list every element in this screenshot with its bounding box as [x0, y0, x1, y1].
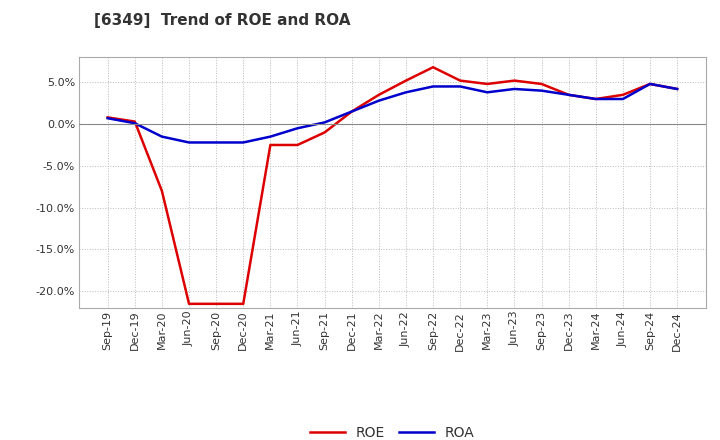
- ROA: [212, 140, 220, 145]
- ROE: [212, 301, 220, 306]
- ROA: [266, 134, 275, 139]
- ROE: [618, 92, 627, 97]
- ROA: [456, 84, 464, 89]
- ROA: [672, 86, 681, 92]
- ROA: [185, 140, 194, 145]
- Text: [6349]  Trend of ROE and ROA: [6349] Trend of ROE and ROA: [94, 13, 350, 28]
- ROA: [646, 81, 654, 87]
- ROA: [510, 86, 518, 92]
- ROA: [564, 92, 573, 97]
- ROE: [428, 65, 437, 70]
- ROE: [239, 301, 248, 306]
- Line: ROA: ROA: [108, 84, 677, 143]
- Legend: ROE, ROA: ROE, ROA: [305, 420, 480, 440]
- ROA: [348, 109, 356, 114]
- ROE: [591, 96, 600, 102]
- ROE: [348, 109, 356, 114]
- ROE: [402, 78, 410, 83]
- ROE: [537, 81, 546, 87]
- ROA: [374, 98, 383, 103]
- ROA: [130, 121, 139, 126]
- ROE: [564, 92, 573, 97]
- ROE: [266, 142, 275, 147]
- ROA: [402, 90, 410, 95]
- ROA: [618, 96, 627, 102]
- ROE: [320, 130, 329, 135]
- ROE: [483, 81, 492, 87]
- ROA: [537, 88, 546, 93]
- ROE: [374, 92, 383, 97]
- ROE: [672, 86, 681, 92]
- ROE: [185, 301, 194, 306]
- ROA: [239, 140, 248, 145]
- ROE: [510, 78, 518, 83]
- ROE: [130, 119, 139, 124]
- ROA: [293, 125, 302, 131]
- ROE: [646, 81, 654, 87]
- ROE: [158, 188, 166, 194]
- ROA: [483, 90, 492, 95]
- Line: ROE: ROE: [108, 67, 677, 304]
- ROA: [158, 134, 166, 139]
- ROA: [591, 96, 600, 102]
- ROA: [320, 120, 329, 125]
- ROA: [104, 116, 112, 121]
- ROE: [104, 115, 112, 120]
- ROA: [428, 84, 437, 89]
- ROE: [293, 142, 302, 147]
- ROE: [456, 78, 464, 83]
